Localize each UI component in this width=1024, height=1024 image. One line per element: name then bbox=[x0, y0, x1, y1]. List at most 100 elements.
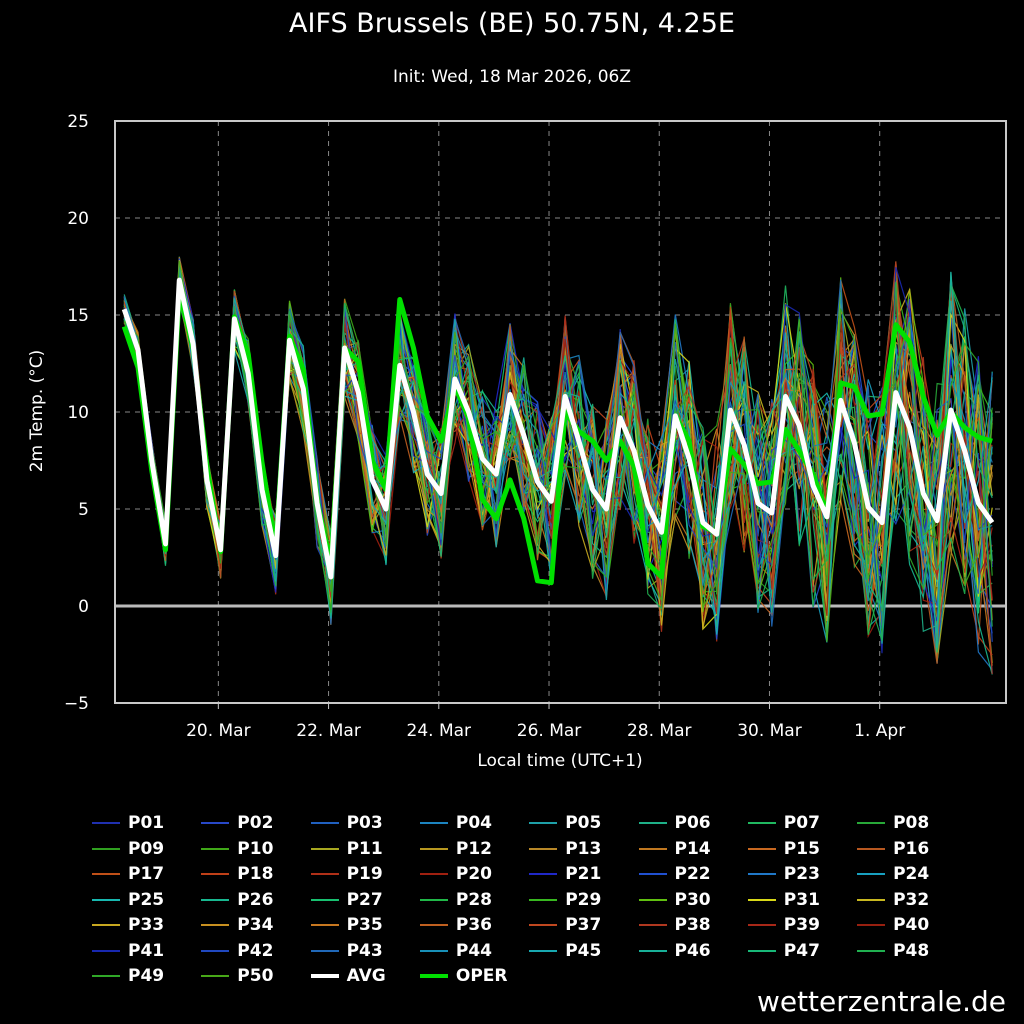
legend-item-p19: P19 bbox=[310, 863, 383, 885]
legend-label: P37 bbox=[565, 915, 602, 935]
legend-label: P24 bbox=[893, 864, 930, 884]
legend-item-avg: AVG bbox=[310, 965, 386, 987]
legend-label: P47 bbox=[783, 940, 820, 961]
legend-swatch bbox=[419, 974, 448, 978]
legend-swatch bbox=[92, 873, 120, 875]
legend-label: P21 bbox=[565, 864, 602, 884]
x-tick-label: 1. Apr bbox=[854, 721, 905, 741]
legend-swatch bbox=[857, 847, 886, 850]
legend-swatch bbox=[747, 924, 776, 926]
chart-subtitle: Init: Wed, 18 Mar 2026, 06Z bbox=[392, 67, 632, 87]
legend-swatch bbox=[310, 974, 339, 978]
legend-swatch bbox=[747, 949, 776, 952]
legend-swatch bbox=[201, 822, 230, 824]
plot-frame bbox=[114, 120, 1007, 704]
legend-swatch bbox=[747, 873, 776, 875]
legend-label: P42 bbox=[237, 940, 274, 961]
legend-item-p06: P06 bbox=[638, 812, 711, 834]
legend-swatch bbox=[857, 822, 886, 824]
x-axis-label: Local time (UTC+1) bbox=[477, 751, 643, 771]
legend-swatch bbox=[747, 822, 776, 824]
legend-item-p28: P28 bbox=[419, 889, 492, 911]
legend-swatch bbox=[201, 898, 230, 901]
legend-item-p38: P38 bbox=[638, 914, 711, 936]
legend-item-p15: P15 bbox=[747, 838, 820, 860]
x-tick-label: 20. Mar bbox=[186, 721, 251, 741]
legend-item-p35: P35 bbox=[310, 914, 383, 936]
legend-swatch bbox=[201, 924, 230, 926]
legend-item-p11: P11 bbox=[310, 838, 383, 860]
legend-swatch bbox=[529, 949, 558, 952]
legend-swatch bbox=[201, 873, 230, 875]
legend-item-p27: P27 bbox=[310, 889, 383, 911]
legend-swatch bbox=[310, 847, 339, 850]
series-line-avg bbox=[121, 277, 995, 580]
legend-swatch bbox=[310, 924, 339, 926]
legend-swatch bbox=[310, 822, 339, 824]
legend-label: P27 bbox=[346, 889, 383, 910]
legend-item-p41: P41 bbox=[92, 940, 164, 962]
legend-label: P38 bbox=[674, 915, 711, 935]
legend-label: P43 bbox=[346, 940, 383, 961]
y-axis-ticks: −5 0 5 10 15 20 25 bbox=[64, 112, 89, 714]
legend-item-p49: P49 bbox=[92, 965, 164, 987]
legend-label: P25 bbox=[128, 889, 165, 910]
legend-label: P18 bbox=[237, 864, 274, 884]
legend-label: OPER bbox=[455, 966, 508, 986]
legend-item-p09: P09 bbox=[92, 838, 164, 860]
highlight-series bbox=[121, 277, 995, 586]
legend-label: P48 bbox=[893, 940, 930, 961]
y-axis-label: 2m Temp. (°C) bbox=[27, 349, 47, 473]
legend-swatch bbox=[92, 898, 120, 901]
legend-item-p32: P32 bbox=[857, 889, 929, 911]
legend-label: P32 bbox=[893, 889, 930, 910]
legend-swatch bbox=[638, 949, 667, 952]
legend-label: P23 bbox=[783, 864, 820, 884]
legend-label: P03 bbox=[346, 813, 383, 833]
legend-item-p39: P39 bbox=[747, 914, 820, 936]
legend-label: P50 bbox=[237, 966, 274, 986]
legend-item-p37: P37 bbox=[529, 914, 601, 936]
legend-label: P36 bbox=[455, 915, 493, 935]
legend-item-p36: P36 bbox=[419, 914, 493, 936]
legend-swatch bbox=[310, 949, 339, 952]
legend-swatch bbox=[857, 924, 886, 926]
legend-label: P12 bbox=[455, 838, 493, 859]
legend-swatch bbox=[857, 898, 886, 901]
y-tick-label: 15 bbox=[67, 306, 89, 326]
legend-item-p30: P30 bbox=[638, 889, 711, 911]
legend-swatch bbox=[638, 847, 667, 850]
x-tick-label: 28. Mar bbox=[627, 721, 692, 741]
legend-swatch bbox=[92, 822, 120, 824]
legend-swatch bbox=[310, 898, 339, 901]
legend-item-p20: P20 bbox=[419, 863, 493, 885]
legend-item-p07: P07 bbox=[747, 812, 820, 834]
legend-swatch bbox=[92, 949, 120, 952]
legend-swatch bbox=[310, 873, 339, 875]
legend-item-p40: P40 bbox=[857, 914, 929, 936]
legend-item-p14: P14 bbox=[638, 838, 711, 860]
y-tick-label: 5 bbox=[78, 500, 89, 520]
legend-label: P15 bbox=[783, 838, 820, 859]
legend-swatch bbox=[638, 873, 667, 875]
legend-item-p33: P33 bbox=[92, 914, 164, 936]
y-tick-label: 20 bbox=[67, 209, 89, 229]
legend-label: P02 bbox=[237, 813, 274, 833]
legend-swatch bbox=[201, 847, 230, 850]
legend-item-p42: P42 bbox=[201, 940, 273, 962]
x-tick-label: 26. Mar bbox=[517, 721, 582, 741]
legend-item-p22: P22 bbox=[638, 863, 711, 885]
legend-item-oper: OPER bbox=[419, 965, 508, 987]
x-tick-label: 24. Mar bbox=[407, 721, 472, 741]
legend-swatch bbox=[857, 873, 886, 875]
legend-label: P20 bbox=[455, 864, 493, 884]
legend-label: P40 bbox=[893, 915, 930, 935]
legend-label: P44 bbox=[455, 940, 493, 961]
legend-item-p17: P17 bbox=[92, 863, 164, 885]
legend-item-p34: P34 bbox=[201, 914, 273, 936]
legend-label: P26 bbox=[237, 889, 274, 910]
legend-label: AVG bbox=[346, 966, 386, 986]
legend-label: P29 bbox=[565, 889, 602, 910]
legend-swatch bbox=[419, 949, 448, 952]
y-tick-label: 0 bbox=[78, 597, 89, 617]
